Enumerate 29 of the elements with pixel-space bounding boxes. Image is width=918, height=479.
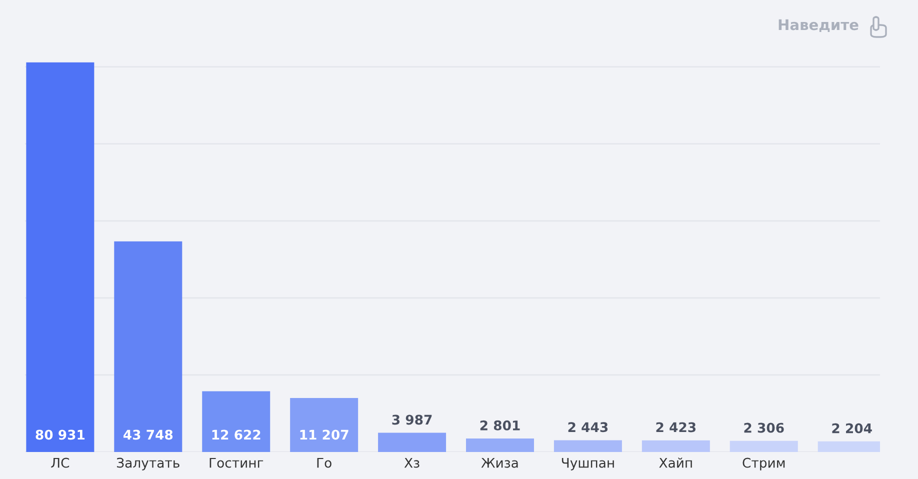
text: Наведите	[778, 19, 858, 32]
data-label: 80 931	[36, 430, 85, 440]
data-label: 2 801	[480, 420, 520, 430]
data-label: 2 204	[832, 423, 872, 434]
x-tick-label: Хайп	[659, 458, 692, 468]
data-label: 2 423	[656, 422, 696, 432]
data-label: 3 987	[392, 414, 432, 425]
x-tick-label: Го	[317, 458, 332, 468]
data-label: 11 207	[300, 430, 348, 440]
bar	[26, 62, 94, 452]
bar	[114, 241, 182, 452]
bar	[202, 391, 270, 452]
bar	[466, 438, 534, 452]
bar	[642, 440, 710, 452]
x-tick-label: Гостинг	[210, 458, 264, 468]
x-tick-label: ЛС	[51, 458, 70, 468]
data-label: 43 748	[123, 430, 173, 440]
x-tick-label: Залутать	[117, 458, 180, 470]
bar	[290, 398, 358, 452]
x-tick-label: Хз	[404, 458, 420, 468]
bar	[378, 432, 446, 452]
x-tick-label: Чушпан	[562, 458, 614, 470]
x-tick-label: Стрим	[742, 458, 785, 470]
x-tick-label: Жиза	[481, 458, 518, 468]
data-label: 2 306	[744, 422, 784, 433]
data-label: 12 622	[212, 430, 260, 440]
bar	[730, 440, 798, 452]
bar	[554, 440, 622, 452]
data-label: 2 443	[568, 422, 608, 432]
